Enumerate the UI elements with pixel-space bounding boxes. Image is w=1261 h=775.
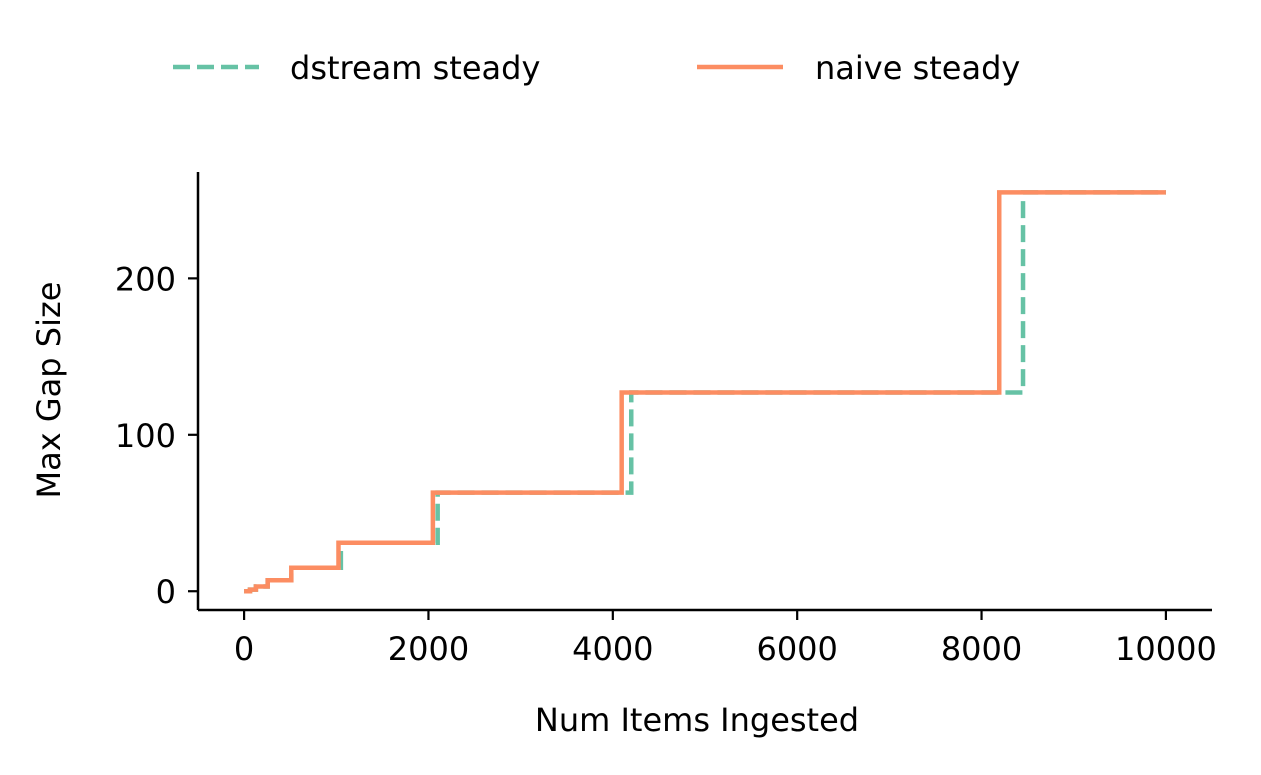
y-tick-label: 100 bbox=[115, 417, 176, 455]
x-tick-label: 6000 bbox=[756, 630, 837, 668]
legend-label-0: dstream steady bbox=[290, 49, 540, 87]
x-tick-label: 8000 bbox=[941, 630, 1022, 668]
y-tick-label: 200 bbox=[115, 260, 176, 298]
x-tick-label: 4000 bbox=[572, 630, 653, 668]
x-tick-label: 10000 bbox=[1115, 630, 1217, 668]
y-tick-label: 0 bbox=[156, 573, 176, 611]
y-axis-label: Max Gap Size bbox=[30, 282, 68, 499]
x-tick-label: 2000 bbox=[388, 630, 469, 668]
series-line-1 bbox=[244, 190, 1166, 594]
x-tick-label: 0 bbox=[234, 630, 254, 668]
x-axis-label: Num Items Ingested bbox=[535, 701, 859, 739]
legend-label-1: naive steady bbox=[815, 49, 1020, 87]
